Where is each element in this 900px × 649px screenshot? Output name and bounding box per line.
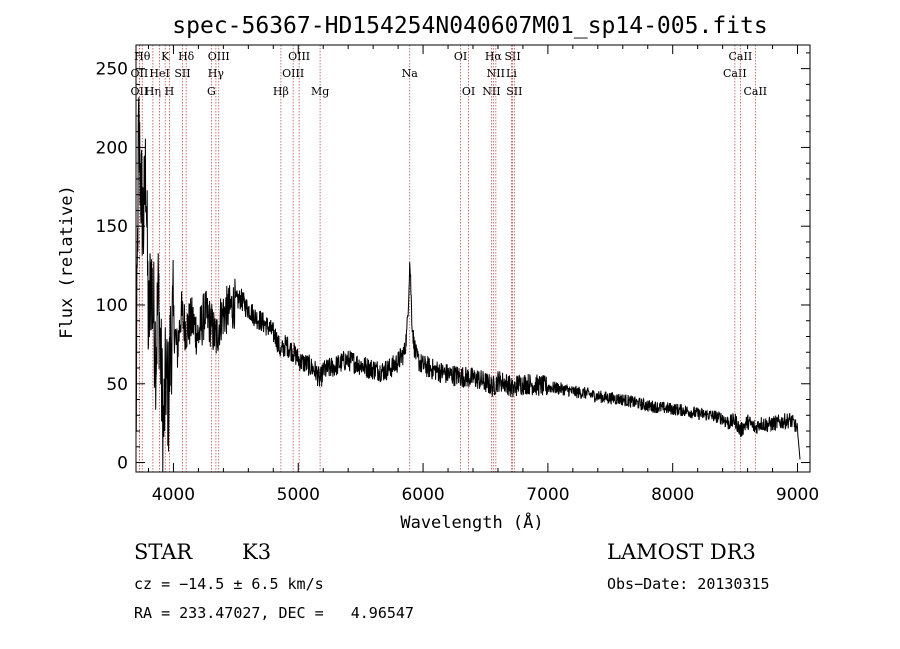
spectral-line-label: Hθ bbox=[134, 50, 151, 63]
spectral-line-label: Li bbox=[506, 67, 517, 80]
spectral-line-label: Na bbox=[402, 67, 419, 80]
y-tick-label: 150 bbox=[96, 217, 128, 237]
spectral-line-label: Hη bbox=[145, 85, 161, 98]
x-tick-label: 5000 bbox=[277, 485, 320, 505]
obs-date: Obs−Date: 20130315 bbox=[607, 575, 770, 593]
spectral-line-label: CaII bbox=[743, 85, 767, 98]
y-tick-label: 50 bbox=[106, 375, 128, 395]
spectral-line-label: NII bbox=[487, 67, 505, 80]
x-tick-label: 6000 bbox=[401, 485, 444, 505]
spectral-line-label: CaII bbox=[723, 67, 747, 80]
axis-ticks: 4000 5000 6000 7000 8000 9000 0 50 100 150 200 250 bbox=[96, 45, 819, 505]
spectral-line-label: OIII bbox=[288, 50, 310, 63]
survey-name: LAMOST DR3 bbox=[607, 540, 756, 564]
spectral-line-label: Hβ bbox=[273, 85, 289, 98]
object-class: STAR bbox=[134, 540, 193, 564]
y-tick-label: 100 bbox=[96, 296, 128, 316]
spectral-line-label: OI bbox=[462, 85, 475, 98]
spectral-lines: OIIHθOIIHηHeIKHSIIHδGHγOIIIHβOIIIOIIIMgN… bbox=[131, 45, 767, 472]
spectral-line-label: SII bbox=[506, 85, 522, 98]
chart-title: spec-56367-HD154254N040607M01_sp14-005.f… bbox=[172, 13, 767, 39]
object-subclass: K3 bbox=[242, 540, 272, 564]
x-tick-label: 7000 bbox=[526, 485, 569, 505]
redshift-info: cz = −14.5 ± 6.5 km/s bbox=[134, 575, 324, 593]
x-tick-label: 8000 bbox=[651, 485, 694, 505]
spectral-line-label: Mg bbox=[311, 85, 329, 98]
y-tick-label: 250 bbox=[96, 60, 128, 80]
spectral-line-label: G bbox=[207, 85, 216, 98]
spectral-line-label: Hγ bbox=[208, 67, 225, 80]
spectral-line-label: OIII bbox=[208, 50, 230, 63]
spectral-line-label: H bbox=[165, 85, 175, 98]
spectral-line-label: OII bbox=[131, 67, 149, 80]
x-tick-label: 4000 bbox=[152, 485, 195, 505]
spectral-line-label: CaII bbox=[729, 50, 753, 63]
y-tick-label: 0 bbox=[117, 454, 128, 474]
spectral-line-label: OIII bbox=[282, 67, 304, 80]
spectral-line-label: HeI bbox=[149, 67, 169, 80]
spectral-line-label: Hδ bbox=[178, 50, 195, 63]
x-tick-label: 9000 bbox=[776, 485, 819, 505]
spectral-line-label: K bbox=[161, 50, 170, 63]
spectral-line-label: SII bbox=[504, 50, 520, 63]
y-tick-label: 200 bbox=[96, 138, 128, 158]
ra-dec-info: RA = 233.47027, DEC = 4.96547 bbox=[134, 604, 414, 622]
plot-frame bbox=[135, 44, 811, 473]
x-axis-label: Wavelength (Å) bbox=[400, 511, 543, 533]
spectral-line-label: NII bbox=[482, 85, 500, 98]
spectral-line-label: Hα bbox=[485, 50, 503, 63]
y-axis-label: Flux (relative) bbox=[57, 185, 77, 339]
spectral-line-label: OI bbox=[454, 50, 467, 63]
spectral-line-label: SII bbox=[174, 67, 190, 80]
spectrum-series bbox=[135, 97, 801, 473]
